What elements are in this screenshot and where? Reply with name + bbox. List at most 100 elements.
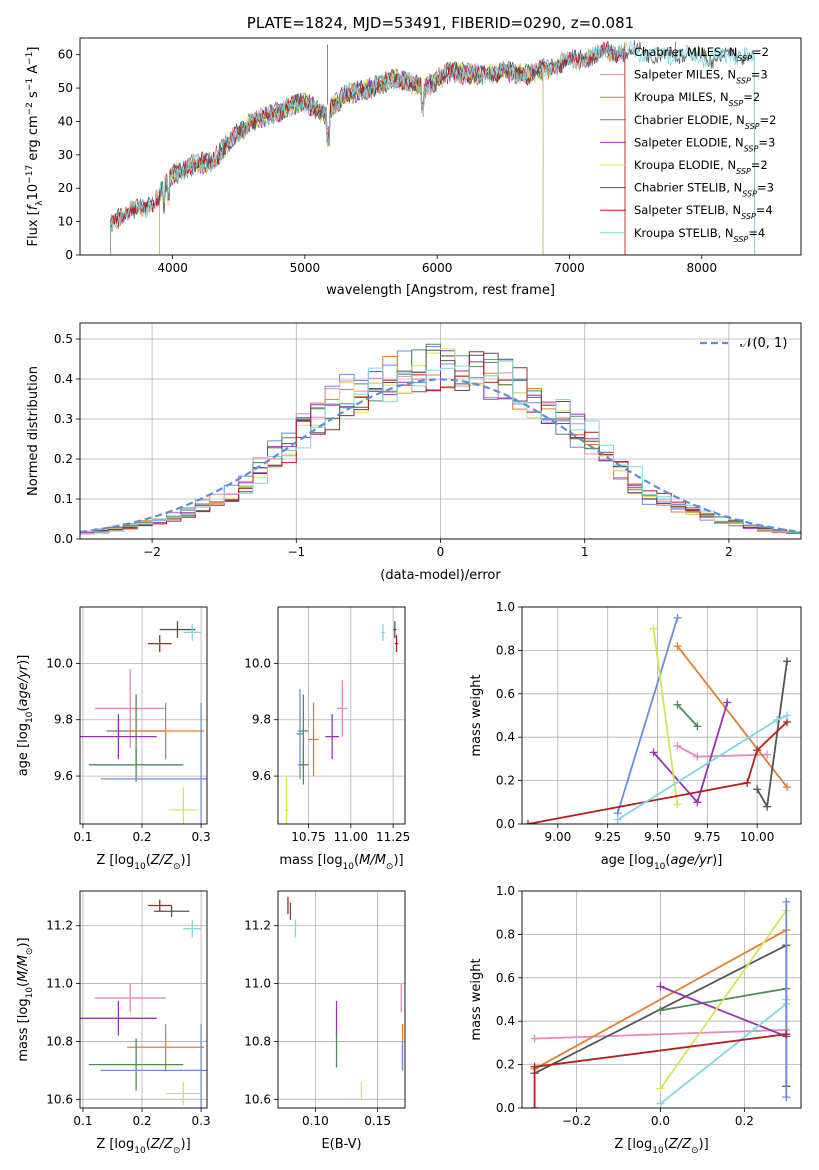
spectrum-plot-area — [110, 40, 756, 255]
mass_vs_EBV-tick-label-y: 11.2 — [244, 919, 271, 933]
weight_vs_Z-tick-label-x: 0.2 — [735, 1114, 754, 1128]
mass_vs_EBV-panel: 0.10 0.15 10.6 10.8 11.0 11.2 — [244, 890, 406, 1128]
spectrum-tick-label-y: 40 — [58, 114, 73, 128]
weight_vs_age-frame — [521, 606, 802, 825]
spectrum-tick-label-y: 20 — [58, 181, 73, 195]
age_vs_Z-tick-label-y: 9.6 — [54, 769, 73, 783]
age_vs_mass-plot-area — [284, 621, 399, 824]
spectrum-series-line — [110, 43, 626, 255]
error-bar-point — [127, 702, 205, 760]
y-axis-label: mass weight — [469, 674, 484, 756]
weight-series-line — [659, 909, 788, 1090]
legend-entry: Salpeter STELIB, NSSP=4 — [634, 203, 773, 221]
mass_vs_Z-tick-label-y: 10.8 — [46, 1034, 73, 1048]
spectrum-tick-label-x: 6000 — [422, 261, 453, 275]
legend-entry: Chabrier ELODIE, NSSP=2 — [634, 113, 776, 131]
spectrum-tick-label-y: 60 — [58, 48, 73, 62]
age_vs_Z-tick-label-x: 0.3 — [192, 830, 211, 844]
mass_vs_Z-tick-label-x: 0.3 — [192, 1114, 211, 1128]
error-bar-point — [94, 983, 166, 1013]
error-bar-point — [165, 1081, 202, 1106]
weight_vs_age-tick-label-x: 9.00 — [545, 830, 572, 844]
residuals-tick-label-x: −1 — [287, 545, 305, 559]
age_vs_mass-tick-label-y: 9.8 — [252, 713, 271, 727]
legend-entry: Chabrier MILES, NSSP=2 — [634, 45, 769, 63]
error-bar-point — [94, 669, 166, 748]
mass_vs_Z-tick-label-y: 11.2 — [46, 919, 73, 933]
mass_vs_Z-plot-area — [80, 899, 207, 1108]
x-axis-label: age [log10(age/yr)] — [601, 853, 723, 872]
residuals-tick-label-x: 1 — [581, 545, 589, 559]
age_vs_Z-frame — [79, 606, 208, 825]
weight_vs_age-tick-label-y: 1.0 — [496, 600, 515, 614]
error-bar-point — [88, 747, 184, 782]
spectrum-series-line — [110, 41, 756, 255]
weight-series-line — [616, 617, 679, 814]
error-bar-point — [147, 899, 172, 912]
age_vs_Z-plot-area — [80, 621, 207, 824]
error-bar-point — [100, 702, 207, 824]
x-axis-label: Z [log10(Z/Z⊙)] — [96, 853, 190, 872]
spectrum-tick-label-x: 7000 — [554, 261, 585, 275]
y-axis-label: age [log10(age/yr)] — [16, 655, 35, 777]
weight_vs_age-tick-label-x: 9.75 — [694, 830, 721, 844]
error-bar-point — [127, 1024, 205, 1071]
age_vs_Z-panel: 0.1 0.2 0.3 9.6 9.8 10.0 — [46, 606, 211, 844]
mass_vs_Z-tick-label-y: 11.0 — [46, 977, 73, 991]
spectrum-frame — [79, 37, 802, 256]
spectrum-panel: 4000 5000 6000 7000 8000 0 10 20 30 40 50 60 Chabrie… — [58, 37, 802, 275]
age_vs_mass-tick-label-x: 11.25 — [376, 830, 410, 844]
residuals-tick-label-y: 0.3 — [54, 412, 73, 426]
weight_vs_Z-frame — [521, 890, 802, 1109]
legend-entry: Kroupa MILES, NSSP=2 — [634, 90, 760, 108]
legend-entry: Kroupa ELODIE, NSSP=2 — [634, 158, 768, 176]
x-axis-label: (data-model)/error — [380, 568, 501, 583]
mass_vs_EBV-tick-label-y: 11.0 — [244, 977, 271, 991]
mass_vs_Z-tick-label-x: 0.1 — [73, 1114, 92, 1128]
spectrum-legend: Chabrier MILES, NSSP=2 Salpeter MILES, NS… — [600, 45, 776, 243]
mass_vs_EBV-tick-label-x: 0.15 — [364, 1114, 391, 1128]
histogram-series — [80, 360, 801, 535]
weight_vs_Z-tick-label-y: 0.0 — [496, 1101, 515, 1115]
histogram-series — [80, 349, 801, 534]
spectrum-tick-label-x: 4000 — [157, 261, 188, 275]
residuals-plot-area — [80, 343, 801, 535]
spectrum-tick-label-y: 0 — [65, 248, 73, 262]
mass_vs_EBV-tick-label-y: 10.6 — [244, 1092, 271, 1106]
age_vs_mass-frame — [277, 606, 406, 825]
weight_vs_age-panel: 9.00 9.25 9.50 9.75 10.00 0.0 0.2 0.4 0.6 0.8 1.0 — [496, 600, 802, 844]
weight_vs_Z-tick-label-x: 0.0 — [651, 1114, 670, 1128]
age_vs_Z-tick-label-x: 0.2 — [132, 830, 151, 844]
x-axis-label: Z [log10(Z/Z⊙)] — [614, 1137, 708, 1156]
residuals-tick-label-x: −2 — [143, 545, 161, 559]
age_vs_mass-tick-label-y: 10.0 — [244, 656, 271, 670]
weight_vs_Z-tick-label-y: 0.2 — [496, 1058, 515, 1072]
legend-entry: Kroupa STELIB, NSSP=4 — [634, 226, 765, 244]
y-axis-label: Flux [fλ10−17 erg cm−2 s−1 A−1] — [25, 47, 45, 247]
residuals-tick-label-x: 2 — [725, 545, 733, 559]
mass_vs_Z-panel: 0.1 0.2 0.3 10.6 10.8 11.0 11.2 — [46, 890, 211, 1128]
weight_vs_age-tick-label-y: 0.2 — [496, 774, 515, 788]
error-bar-point — [183, 623, 202, 641]
error-bar-point — [159, 621, 196, 638]
weight-series-line — [652, 628, 679, 805]
residuals-panel: −2 −1 0 1 2 0.0 0.1 0.2 0.3 0.4 0.5 𝒩(0, 1) — [54, 322, 802, 559]
error-bar-point — [381, 623, 385, 641]
weight_vs_Z-tick-label-y: 1.0 — [496, 884, 515, 898]
spectrum-tick-label-y: 10 — [58, 215, 73, 229]
age_vs_mass-tick-label-x: 11.00 — [334, 830, 368, 844]
error-bar-point — [80, 1000, 157, 1036]
residuals-tick-label-y: 0.0 — [54, 532, 73, 546]
spectrum-tick-label-y: 30 — [58, 148, 73, 162]
mass_vs_EBV-plot-area — [287, 896, 404, 1100]
y-axis-label: mass weight — [469, 958, 484, 1040]
weight_vs_Z-tick-label-y: 0.4 — [496, 1014, 515, 1028]
weight_vs_Z-plot-area — [530, 897, 791, 1108]
residuals-tick-label-y: 0.2 — [54, 452, 73, 466]
residuals-tick-label-y: 0.1 — [54, 492, 73, 506]
age_vs_Z-tick-label-y: 9.8 — [54, 713, 73, 727]
y-axis-label: Normed distribution — [26, 366, 41, 496]
x-axis-label: E(B-V) — [321, 1137, 361, 1152]
